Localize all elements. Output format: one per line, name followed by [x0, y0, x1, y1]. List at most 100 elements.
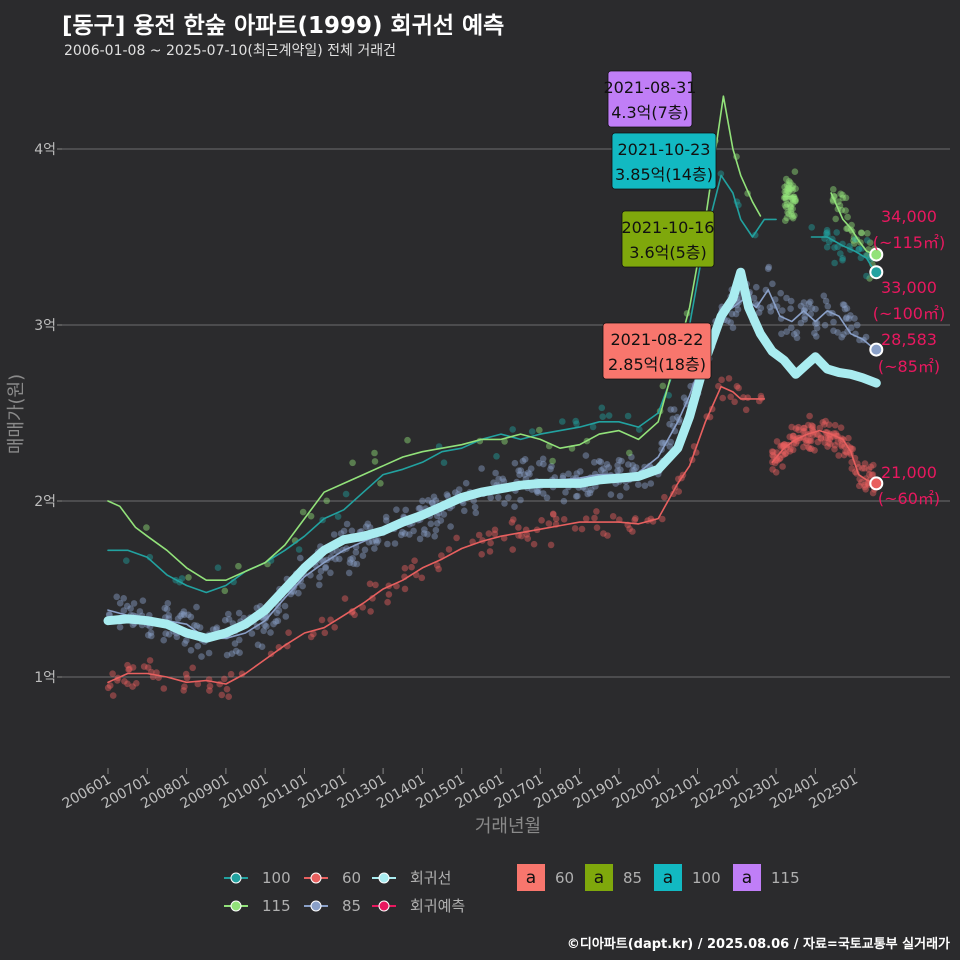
scatter-point-60 [806, 445, 813, 453]
scatter-point-100 [823, 226, 831, 234]
scatter-point-85 [727, 319, 734, 326]
scatter-point-60 [487, 539, 494, 547]
scatter-point-85 [462, 479, 470, 487]
scatter-point-60 [790, 432, 797, 440]
scatter-point-60 [861, 483, 869, 491]
scatter-point-60 [125, 666, 132, 673]
y-tick-label: 2억 [34, 494, 56, 510]
scatter-point-115 [782, 217, 789, 224]
scatter-point-60 [806, 437, 814, 444]
scatter-point-85 [274, 617, 282, 625]
scatter-point-85 [838, 333, 845, 341]
scatter-point-85 [839, 301, 847, 308]
scatter-point-85 [295, 589, 302, 597]
scatter-point-115 [787, 201, 794, 208]
scatter-point-85 [560, 497, 568, 505]
scatter-point-85 [221, 616, 229, 624]
scatter-point-85 [841, 305, 849, 313]
scatter-point-60 [530, 540, 538, 548]
scatter-point-85 [248, 630, 256, 637]
source-caption: ©디아파트(dapt.kr) / 2025.08.06 / 자료=국토교통부 실… [566, 937, 950, 952]
scatter-point-85 [116, 599, 124, 607]
scatter-point-100 [863, 237, 871, 244]
legend-box [517, 864, 545, 891]
scatter-point-100 [295, 546, 303, 553]
scatter-point-85 [801, 313, 808, 321]
legend-box-glyph: a [526, 868, 536, 888]
scatter-point-85 [431, 533, 439, 540]
scatter-point-85 [316, 573, 323, 581]
scatter-point-60 [787, 445, 794, 453]
scatter-point-85 [517, 496, 524, 504]
scatter-point-60 [817, 434, 825, 442]
scatter-point-115 [843, 225, 850, 232]
scatter-point-115 [858, 229, 865, 236]
scatter-point-85 [631, 466, 638, 474]
scatter-point-85 [595, 457, 603, 465]
series-line-115 [107, 95, 762, 581]
scatter-point-60 [809, 423, 817, 430]
scatter-point-115 [185, 574, 192, 581]
series-line-100-recent [810, 236, 876, 273]
scatter-point-85 [139, 597, 147, 604]
scatter-point-85 [783, 328, 790, 336]
scatter-point-60 [808, 445, 815, 453]
scatter-point-60 [805, 437, 812, 444]
scatter-point-85 [777, 289, 784, 297]
scatter-point-100 [605, 412, 613, 419]
scatter-point-85 [667, 406, 674, 413]
highlight-box [611, 132, 717, 190]
scatter-point-100 [834, 243, 841, 251]
legend-label: 회귀선 [410, 869, 451, 887]
scatter-point-115 [866, 239, 874, 246]
scatter-point-85 [145, 631, 152, 639]
scatter-point-60 [310, 630, 317, 638]
scatter-point-85 [808, 305, 816, 312]
scatter-point-60 [485, 530, 493, 537]
scatter-point-60 [837, 424, 845, 432]
scatter-point-85 [147, 629, 155, 636]
scatter-point-60 [789, 432, 797, 440]
prediction-area: (~100㎡) [873, 304, 945, 323]
scatter-point-115 [371, 449, 378, 457]
scatter-point-85 [275, 607, 283, 614]
scatter-point-85 [347, 556, 354, 563]
scatter-point-60 [552, 515, 560, 523]
scatter-point-85 [629, 462, 637, 469]
scatter-point-85 [584, 490, 591, 498]
scatter-point-60 [858, 479, 865, 486]
scatter-point-85 [515, 467, 522, 475]
scatter-point-85 [261, 621, 268, 629]
scatter-point-100 [717, 170, 725, 177]
scatter-point-60 [225, 693, 232, 700]
scatter-point-85 [632, 464, 640, 471]
scatter-point-60 [626, 525, 633, 533]
scatter-point-85 [577, 468, 584, 475]
scatter-point-85 [327, 569, 334, 577]
scatter-point-100 [589, 423, 597, 431]
scatter-point-60 [524, 535, 531, 542]
scatter-point-60 [788, 423, 795, 431]
series-lines [103, 95, 881, 685]
legend-key-dot [230, 872, 242, 884]
legend-label: 85 [342, 897, 361, 915]
scatter-point-100 [528, 428, 536, 435]
scatter-point-115 [791, 212, 798, 219]
scatter-point-85 [205, 649, 213, 657]
scatter-point-60 [550, 511, 557, 518]
scatter-point-60 [129, 664, 137, 671]
scatter-point-115 [787, 179, 794, 187]
scatter-point-85 [317, 567, 325, 575]
chart-title: [동구] 용전 한숲 아파트(1999) 회귀선 예측 [62, 13, 505, 39]
scatter-point-60 [865, 466, 873, 473]
scatter-point-60 [800, 443, 807, 451]
scatter-point-60 [725, 375, 733, 382]
prediction-area: (~60㎡) [878, 489, 940, 508]
scatter-point-85 [415, 505, 423, 512]
legend-box-label: 85 [623, 869, 642, 887]
scatter-point-85 [813, 324, 821, 332]
scatter-point-115 [789, 214, 797, 222]
scatter-point-85 [187, 613, 195, 621]
scatter-point-60 [831, 421, 839, 429]
scatter-point-85 [440, 511, 448, 518]
